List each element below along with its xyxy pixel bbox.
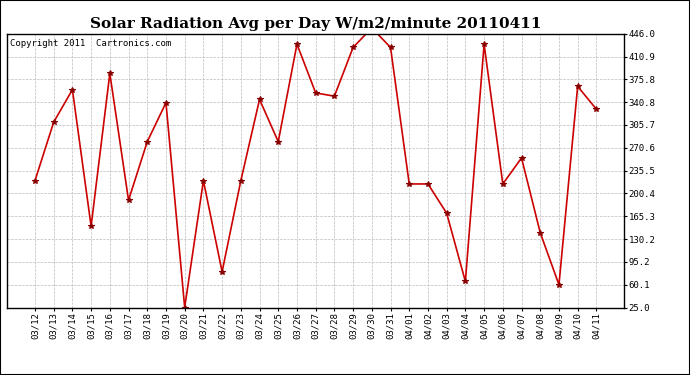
Title: Solar Radiation Avg per Day W/m2/minute 20110411: Solar Radiation Avg per Day W/m2/minute …	[90, 17, 542, 31]
Text: Copyright 2011  Cartronics.com: Copyright 2011 Cartronics.com	[10, 39, 171, 48]
